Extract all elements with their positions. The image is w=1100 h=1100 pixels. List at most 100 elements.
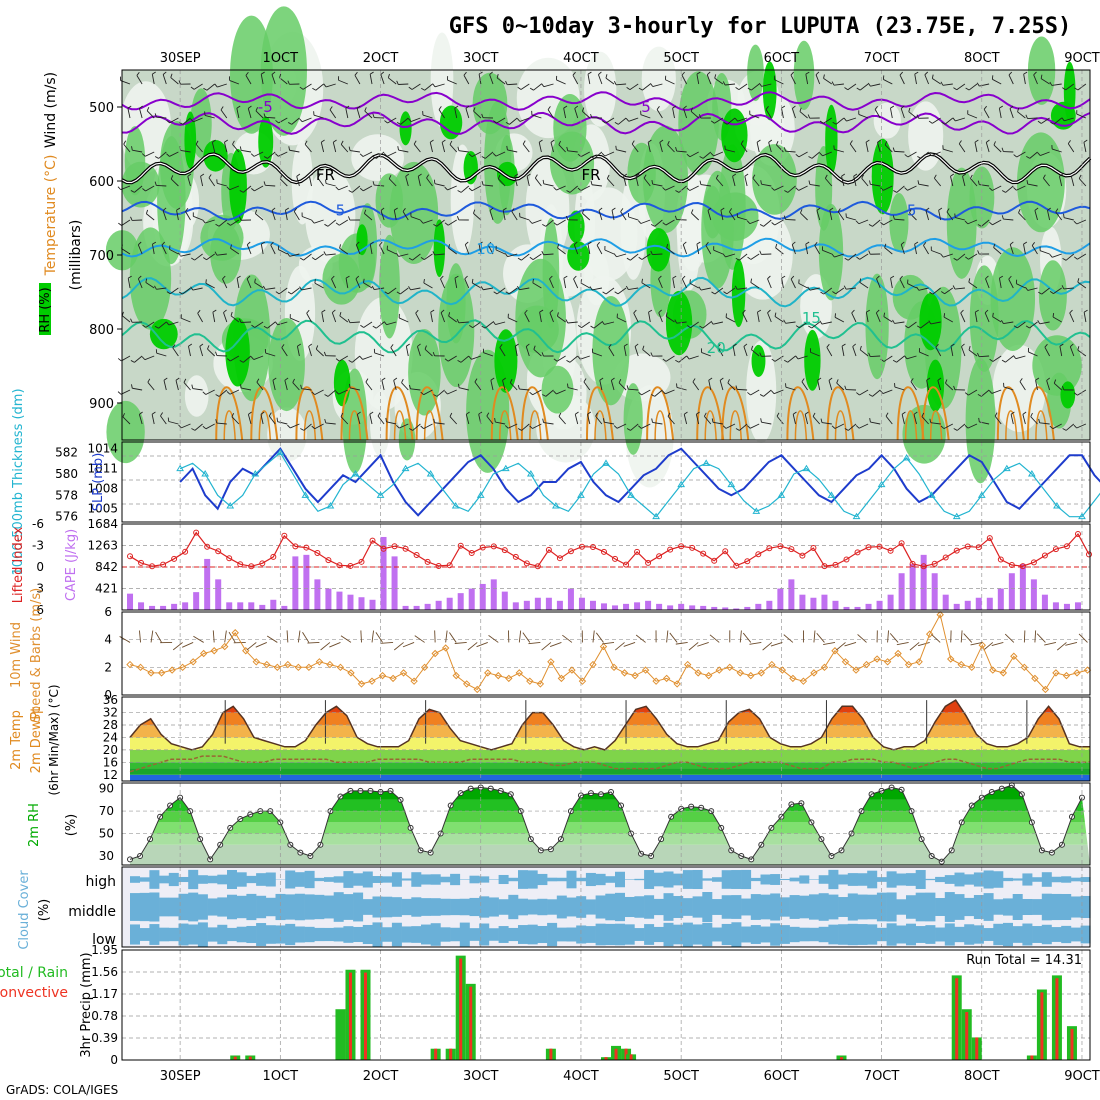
cloud-bar bbox=[401, 898, 412, 916]
wind-barb-10m bbox=[182, 642, 194, 648]
temp-band bbox=[130, 768, 1090, 775]
wind-barb bbox=[138, 414, 143, 425]
wind-barb bbox=[447, 389, 457, 395]
cape-bar bbox=[545, 597, 552, 610]
wind-barb bbox=[814, 245, 821, 255]
wind-barb-flag bbox=[606, 174, 610, 179]
cape-bar bbox=[909, 564, 916, 610]
wind-speed-point bbox=[1010, 652, 1018, 660]
wind-barb-10m bbox=[445, 630, 448, 643]
wind-barb-flag bbox=[992, 312, 994, 317]
wind-barb-flag bbox=[1073, 256, 1078, 260]
wind-barb bbox=[410, 388, 421, 391]
wind-barb-flag bbox=[191, 384, 194, 389]
wind-barb-flag bbox=[263, 181, 266, 186]
wind-barb-flag bbox=[1001, 190, 1006, 193]
wind-barb bbox=[545, 389, 554, 397]
wind-barb bbox=[720, 210, 724, 221]
wind-barb-flag bbox=[880, 222, 884, 226]
wind-barb bbox=[317, 177, 324, 187]
wind-barb-flag bbox=[426, 174, 430, 179]
cloud-bar bbox=[168, 927, 179, 942]
wind-barb-flag bbox=[130, 360, 135, 363]
wind-barb-flag bbox=[517, 286, 520, 290]
wind-barb-flag bbox=[493, 120, 497, 124]
cloud-bar bbox=[595, 895, 606, 919]
cape-bar bbox=[567, 588, 574, 610]
wind-barb bbox=[587, 414, 591, 425]
wind-barb bbox=[705, 245, 712, 255]
cape-bar bbox=[612, 605, 619, 610]
wind-barb bbox=[364, 213, 373, 221]
cloud-bar bbox=[595, 873, 606, 886]
wind-barb-flag bbox=[625, 117, 630, 122]
wind-barb bbox=[690, 111, 699, 119]
wind-barb-10m bbox=[666, 630, 669, 643]
cloud-bar bbox=[265, 897, 276, 917]
wind-barb-flag bbox=[656, 106, 660, 110]
wind-barb bbox=[170, 77, 179, 85]
wind-barb bbox=[739, 423, 748, 431]
wind-barb bbox=[308, 346, 312, 357]
wind-barb bbox=[848, 423, 857, 431]
wind-barb-flag bbox=[538, 139, 543, 143]
wind-barb bbox=[473, 110, 482, 119]
wind-barb bbox=[1077, 389, 1087, 396]
wind-barb-flag bbox=[1001, 215, 1004, 220]
thickness-point bbox=[176, 464, 185, 472]
thickness-point bbox=[251, 470, 260, 477]
wind-barb-flag bbox=[493, 291, 498, 295]
wind-barb bbox=[739, 253, 748, 261]
wind-barb-flag bbox=[908, 107, 911, 112]
cloud-bar bbox=[973, 925, 984, 944]
wind-barb-flag bbox=[968, 345, 971, 351]
wind-barb-flag bbox=[855, 220, 860, 225]
wind-barb-flag bbox=[831, 425, 836, 429]
wind-barb-flag bbox=[683, 105, 687, 109]
cloud-bar bbox=[585, 926, 596, 943]
cape-bar bbox=[1052, 602, 1059, 610]
wind-barb-flag bbox=[441, 139, 446, 143]
rh-high-blob bbox=[919, 292, 942, 351]
wind-barb bbox=[502, 380, 506, 391]
wind-barb-flag bbox=[270, 241, 274, 246]
wind-barb bbox=[543, 422, 554, 425]
cloud-bar bbox=[634, 928, 645, 941]
wind-barb-flag bbox=[994, 412, 998, 417]
t2m-frame bbox=[121, 696, 1091, 782]
wind-barb bbox=[356, 414, 361, 425]
wind-barb-flag bbox=[145, 278, 148, 283]
wind-barb bbox=[483, 287, 494, 291]
wind-barb-10m bbox=[522, 632, 531, 643]
cloud-bar bbox=[275, 893, 286, 921]
wind-barb-flag bbox=[420, 257, 425, 261]
wind-barb bbox=[765, 109, 772, 119]
cloud-bar bbox=[459, 898, 470, 916]
wind-barb-flag bbox=[517, 385, 520, 390]
wind-barb bbox=[301, 388, 312, 391]
cloud-bar bbox=[624, 896, 635, 918]
rh-band bbox=[130, 788, 1090, 800]
wind-barb-flag bbox=[394, 207, 398, 211]
wind-barb-flag bbox=[623, 173, 628, 177]
run-total-label: Run Total = 14.31 bbox=[966, 953, 1082, 968]
precip-panel: 00.390.781.171.561.95Total / RainConvect… bbox=[0, 943, 1091, 1067]
wind-barb bbox=[193, 215, 203, 221]
wind-barb bbox=[156, 184, 167, 187]
cape-bar bbox=[127, 593, 134, 610]
wind-barb-flag bbox=[299, 257, 304, 261]
cloud-bar bbox=[731, 870, 742, 889]
wind-barb-flag bbox=[893, 190, 897, 193]
wind-barb bbox=[884, 144, 893, 153]
cloud-bar bbox=[750, 925, 761, 944]
wind-barb-flag bbox=[711, 291, 716, 295]
wind-barb bbox=[890, 108, 893, 119]
wind-barb bbox=[182, 117, 191, 125]
cloud-bar bbox=[1032, 926, 1043, 943]
wind-barb-flag bbox=[154, 285, 157, 290]
wind-barb-flag bbox=[481, 113, 484, 118]
wind-barb-flag bbox=[986, 139, 990, 143]
wind-barb bbox=[454, 278, 458, 289]
wind-barb-flag bbox=[577, 187, 582, 191]
cloud-bar bbox=[197, 875, 208, 884]
